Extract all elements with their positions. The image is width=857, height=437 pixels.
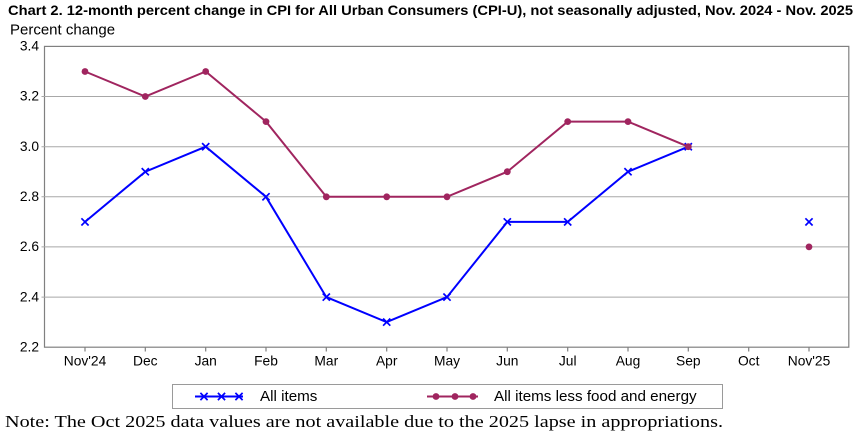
svg-text:Jul: Jul [559,354,577,369]
svg-text:Nov'25: Nov'25 [788,354,831,369]
svg-text:Sep: Sep [676,354,701,369]
svg-text:3.0: 3.0 [20,139,40,154]
svg-text:Feb: Feb [254,354,278,369]
svg-text:2.4: 2.4 [20,289,40,304]
svg-text:Mar: Mar [314,354,338,369]
svg-text:Note: The Oct 2025 data values: Note: The Oct 2025 data values are not a… [5,412,723,431]
svg-text:Oct: Oct [738,354,760,369]
svg-text:All items: All items [260,388,318,405]
svg-text:Dec: Dec [133,354,158,369]
svg-text:All items less food and energy: All items less food and energy [494,388,697,405]
svg-text:Chart 2. 12-month percent chan: Chart 2. 12-month percent change in CPI … [8,2,853,18]
svg-text:Jun: Jun [496,354,518,369]
svg-text:Apr: Apr [376,354,398,369]
svg-text:3.2: 3.2 [20,89,39,104]
svg-text:Nov'24: Nov'24 [64,354,107,369]
svg-text:2.6: 2.6 [20,239,40,254]
svg-text:2.2: 2.2 [20,339,39,354]
svg-text:Jan: Jan [195,354,217,369]
svg-text:May: May [434,354,460,369]
svg-text:Percent change: Percent change [10,22,115,39]
svg-text:3.4: 3.4 [20,39,40,54]
svg-text:2.8: 2.8 [20,189,40,204]
svg-text:Aug: Aug [616,354,641,369]
